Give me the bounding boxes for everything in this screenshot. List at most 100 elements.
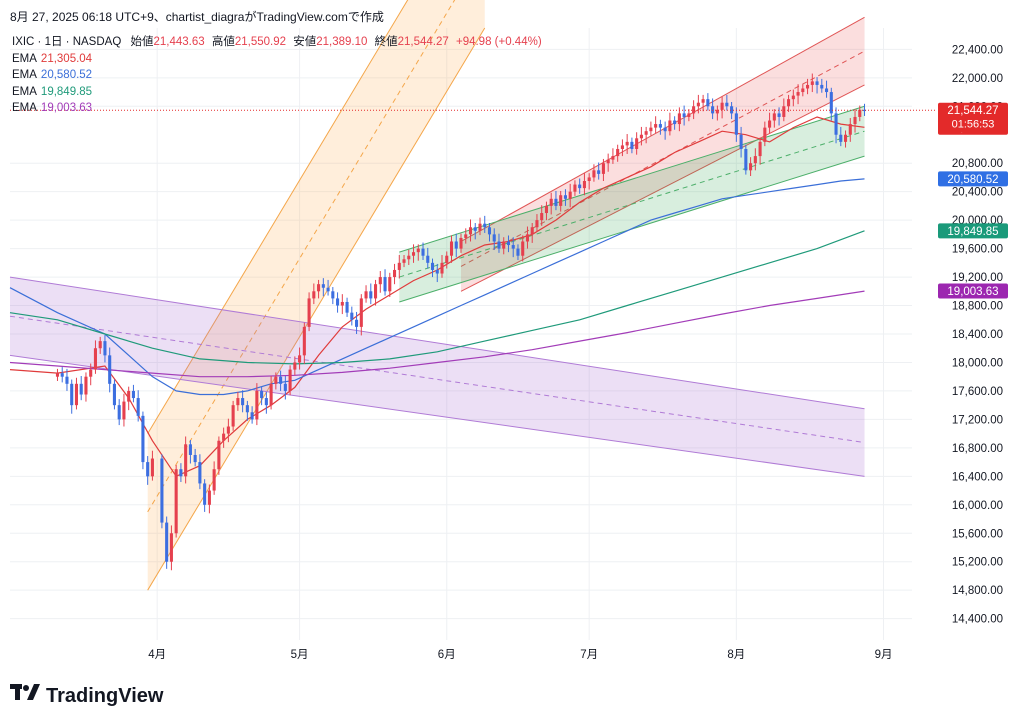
x-tick-label: 4月 xyxy=(148,649,166,661)
candle-body xyxy=(108,355,112,384)
candle-body xyxy=(796,92,800,96)
ema3-tag-text: 19,849.85 xyxy=(947,226,998,238)
candle-body xyxy=(302,326,306,356)
ohlc-row: IXIC · 1日 · NASDAQ 始値21,443.63 高値21,550.… xyxy=(12,34,542,51)
candle-body xyxy=(587,177,591,181)
x-axis[interactable]: 4月 5月 6月 7月 8月 9月 xyxy=(148,649,892,661)
ema3-tag-box xyxy=(938,223,1008,239)
close-value: 21,544.27 xyxy=(397,36,449,48)
candle-body xyxy=(421,248,425,256)
candle-body xyxy=(150,458,154,477)
x-tick-label: 9月 xyxy=(875,649,893,661)
candle-body xyxy=(853,116,857,125)
channel-upper-line xyxy=(147,0,409,434)
candle-body xyxy=(321,284,325,288)
y-tick-label: 17,600.00 xyxy=(952,386,1003,398)
x-tick-label: 6月 xyxy=(438,649,456,661)
candle-body xyxy=(355,319,359,327)
candle-body xyxy=(93,348,97,370)
candle-body xyxy=(791,95,795,100)
candle-body xyxy=(749,163,753,171)
candle-body xyxy=(383,277,387,292)
candle-body xyxy=(127,390,131,402)
candle-body xyxy=(801,88,805,93)
candle-body xyxy=(241,398,245,406)
last-price-tag-text: 21,544.27 xyxy=(947,105,998,117)
candle-body xyxy=(326,287,330,292)
tradingview-logo[interactable]: TradingView xyxy=(10,684,163,708)
candle-body xyxy=(411,252,416,256)
candle-body xyxy=(274,376,278,384)
channels xyxy=(9,0,865,591)
ema-row-1[interactable]: EMA 21,305.04 xyxy=(12,51,542,68)
candle-body xyxy=(435,269,439,274)
candle-body xyxy=(839,134,843,142)
candle-body xyxy=(60,373,64,377)
candle-body xyxy=(112,383,116,406)
open-value: 21,443.63 xyxy=(153,36,205,48)
candle-body xyxy=(359,298,363,327)
candle-body xyxy=(644,131,648,135)
candle-body xyxy=(521,241,525,256)
ema-value: 19,003.63 xyxy=(40,102,93,114)
candle-body xyxy=(122,401,126,420)
candle-body xyxy=(217,440,221,470)
chart-header: 8月 27, 2025 06:18 UTC+9、chartist_diagraが… xyxy=(10,10,384,24)
candle-body xyxy=(269,383,273,406)
ema2-tag-text: 20,580.52 xyxy=(947,174,998,186)
candle-body xyxy=(573,184,577,192)
candle-body xyxy=(445,255,449,263)
candle-body xyxy=(649,127,653,132)
candle-body xyxy=(635,138,639,149)
channel-lower-line xyxy=(460,84,865,292)
candle-body xyxy=(540,213,544,221)
candle-body xyxy=(364,291,368,299)
candle-body xyxy=(165,522,169,562)
candle-body xyxy=(668,120,672,132)
candle-body xyxy=(298,355,302,363)
y-tick-label: 15,200.00 xyxy=(952,557,1003,569)
candle-body xyxy=(563,195,567,199)
y-tick-label: 17,200.00 xyxy=(952,414,1003,426)
channel-fill xyxy=(461,17,865,292)
high-value: 21,550.92 xyxy=(234,36,287,48)
ema-row-3[interactable]: EMA 19,849.85 xyxy=(12,84,542,101)
candle-body xyxy=(843,134,848,142)
candle-body xyxy=(478,223,482,231)
candle-body xyxy=(715,109,719,114)
candle-body xyxy=(606,159,610,164)
candle-body xyxy=(497,241,501,249)
candle-body xyxy=(307,298,311,327)
ema-label: EMA xyxy=(12,69,37,81)
candle-body xyxy=(374,284,378,299)
candle-body xyxy=(264,398,268,406)
candle-body xyxy=(388,277,392,292)
countdown-text: 01:56:53 xyxy=(952,119,995,131)
candle-body xyxy=(283,383,287,391)
candle-body xyxy=(483,223,487,228)
candle-body xyxy=(74,383,79,406)
candle-body xyxy=(136,398,140,416)
candle-body xyxy=(184,444,188,477)
candle-body xyxy=(392,269,397,278)
candle-body xyxy=(706,99,710,107)
candle-body xyxy=(98,341,102,349)
candle-body xyxy=(212,469,216,491)
channel-mid-line xyxy=(147,0,456,513)
candle-body xyxy=(611,156,615,160)
symbol-label[interactable]: IXIC · 1日 · NASDAQ xyxy=(12,36,122,48)
candle-body xyxy=(89,369,93,377)
candle-body xyxy=(530,227,534,235)
candle-body xyxy=(511,245,515,249)
ema-row-4[interactable]: EMA 19,003.63 xyxy=(12,100,542,117)
candle-body xyxy=(169,533,173,562)
candle-body xyxy=(744,148,748,171)
candle-body xyxy=(820,84,824,89)
candle-body xyxy=(84,376,88,395)
candle-body xyxy=(70,383,74,406)
y-tick-label: 15,600.00 xyxy=(952,528,1003,540)
candle-body xyxy=(198,462,202,484)
ema-row-2[interactable]: EMA 20,580.52 xyxy=(12,67,542,84)
low-value: 21,389.10 xyxy=(316,36,368,48)
